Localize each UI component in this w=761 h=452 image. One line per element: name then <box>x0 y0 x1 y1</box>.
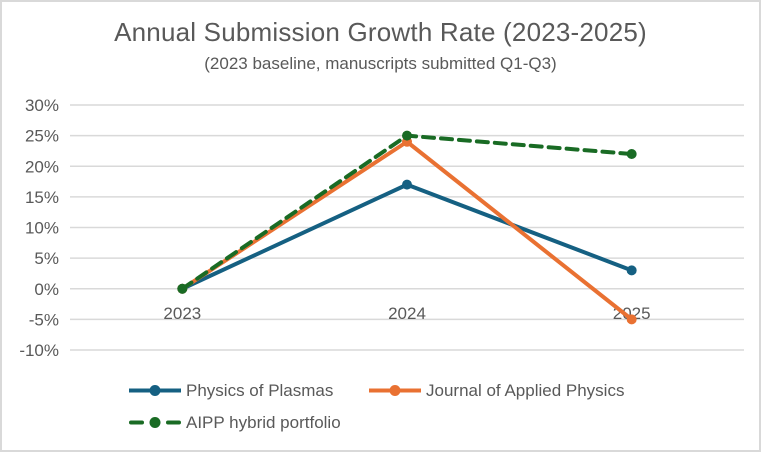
legend-row: Physics of Plasmas Journal of Applied Ph… <box>129 378 624 403</box>
y-axis-tick-label: -5% <box>29 310 59 329</box>
y-axis-tick-label: -10% <box>19 341 59 360</box>
data-point-marker[interactable] <box>177 283 188 294</box>
x-axis-tick-label: 2025 <box>613 304 651 323</box>
legend-item-physics-of-plasmas[interactable]: Physics of Plasmas <box>129 378 369 403</box>
y-axis-tick-label: 5% <box>34 249 59 268</box>
series-line-0[interactable] <box>180 182 634 291</box>
legend-swatch-dashed-line-marker-icon <box>129 417 181 428</box>
legend-row: AIPP hybrid portfolio <box>129 410 624 435</box>
y-axis-tick-label: 0% <box>34 280 59 299</box>
data-point-marker[interactable] <box>626 265 637 276</box>
y-axis-tick-label: 20% <box>25 157 59 176</box>
legend-item-aipp-hybrid-portfolio[interactable]: AIPP hybrid portfolio <box>129 410 369 435</box>
data-point-marker[interactable] <box>626 149 637 159</box>
legend-swatch-solid-line-marker-icon <box>129 385 181 396</box>
legend-swatch-solid-line-marker-icon <box>369 385 421 396</box>
legend-label: Physics of Plasmas <box>186 380 334 400</box>
data-point-marker[interactable] <box>402 179 412 190</box>
series-line-1[interactable] <box>180 139 634 322</box>
chart-title: Annual Submission Growth Rate (2023-2025… <box>114 17 647 47</box>
data-point-marker[interactable] <box>402 130 412 141</box>
legend-label: Journal of Applied Physics <box>426 380 625 400</box>
legend-label: AIPP hybrid portfolio <box>186 412 341 432</box>
x-axis-tick-label: 2023 <box>163 304 201 323</box>
legend: Physics of Plasmas Journal of Applied Ph… <box>129 378 624 435</box>
x-axis-tick-label: 2024 <box>388 304 426 323</box>
data-point-marker[interactable] <box>626 314 637 325</box>
chart-subtitle: (2023 baseline, manuscripts submitted Q1… <box>204 54 557 73</box>
legend-item-journal-of-applied-physics[interactable]: Journal of Applied Physics <box>369 378 624 403</box>
y-axis-tick-label: 10% <box>25 219 59 238</box>
y-axis-tick-label: 15% <box>25 188 59 207</box>
y-axis-tick-label: 25% <box>25 127 59 146</box>
y-axis-tick-label: 30% <box>25 96 59 115</box>
